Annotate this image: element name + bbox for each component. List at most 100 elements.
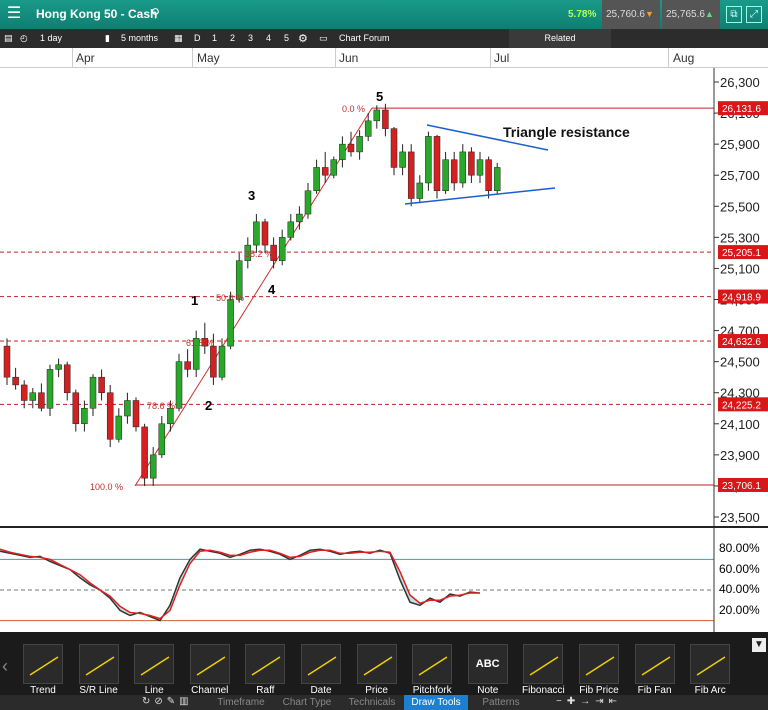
osc-label-80: 80.00% — [719, 541, 760, 555]
candle-body — [29, 392, 37, 401]
settings-small-icon[interactable]: ▤ — [4, 33, 13, 43]
change-percent: 5.78% — [568, 9, 597, 20]
level-tag-label: 26,131.6 — [722, 104, 761, 115]
candle-body — [390, 128, 398, 168]
candle-body — [459, 151, 467, 184]
menu-icon[interactable]: ☰ — [6, 5, 22, 22]
tab-technicals[interactable]: Technicals — [348, 697, 396, 708]
popout-icon[interactable]: ⧉ — [726, 6, 742, 23]
buy-price-button[interactable]: 25,765.6▲ — [662, 0, 720, 29]
zoom-controls[interactable]: −✚→⇥⇤ — [556, 696, 622, 707]
candle-body — [210, 345, 217, 378]
fib-arc-tool-button[interactable] — [690, 644, 731, 684]
osc-k-line — [0, 548, 481, 622]
instrument-title[interactable]: Hong Kong 50 - Cash — [36, 7, 158, 21]
note-tool-label: Note — [477, 685, 499, 696]
fib-label-50: 50.0 % — [216, 293, 244, 303]
candle-body — [175, 361, 183, 409]
collapse-icon[interactable]: ▼ — [752, 638, 766, 652]
candle-body — [46, 369, 54, 409]
candle-body — [38, 392, 45, 409]
chart-count-1[interactable]: 1 — [212, 33, 218, 43]
candle-body — [330, 159, 338, 176]
level-tag-label: 23,706.1 — [722, 481, 761, 492]
channel-icon — [196, 656, 226, 676]
sr-line-tool-label: S/R Line — [79, 685, 118, 696]
osc-fill — [0, 549, 480, 621]
clock-icon[interactable]: ◴ — [20, 33, 28, 43]
fib-fan-icon — [641, 656, 670, 676]
candle-body — [72, 392, 80, 425]
candle-body — [313, 167, 320, 191]
tab-timeframe[interactable]: Timeframe — [217, 697, 265, 708]
chart-toolbar: ▤ ◴ 1 day ▮ 5 months ▦ D 1 2 3 4 5 ⚙ ▭ C… — [0, 29, 768, 48]
range-icon[interactable]: ▮ — [105, 33, 110, 43]
interval-selector[interactable]: 1 day — [40, 33, 63, 43]
chat-icon[interactable]: ▭ — [319, 33, 328, 43]
tab-draw-tools[interactable]: Draw Tools — [404, 695, 468, 710]
candle-body — [132, 400, 140, 428]
pitchfork-tool-button[interactable] — [412, 644, 453, 684]
line-tool-button[interactable] — [134, 644, 175, 684]
related-tab[interactable]: Related — [509, 29, 611, 48]
fib-price-tool-button[interactable] — [579, 644, 619, 684]
wave-label-1: 1 — [191, 293, 198, 308]
chart-count-5[interactable]: 5 — [284, 33, 290, 43]
chart-forum-link[interactable]: Chart Forum — [339, 33, 390, 43]
tab-patterns[interactable]: Patterns — [482, 697, 520, 708]
chart-count-2[interactable]: 2 — [230, 33, 236, 43]
channel-tool-button[interactable] — [189, 644, 230, 684]
level-tag-label: 24,632.6 — [722, 337, 761, 348]
osc-d-line — [0, 548, 480, 620]
wave-label-3: 3 — [248, 188, 255, 203]
candle-body — [149, 454, 157, 479]
date-tool-button[interactable] — [301, 644, 341, 684]
candle-body — [3, 345, 11, 378]
sr-line-icon — [85, 656, 114, 676]
fibonacci-tool-label: Fibonacci — [521, 685, 565, 696]
price-tick-label: 23,500 — [720, 510, 760, 525]
candle-body — [141, 426, 148, 479]
date-tool-label: Date — [310, 685, 332, 696]
sr-line-tool-button[interactable] — [78, 644, 119, 684]
note-tool-button[interactable]: ABC — [467, 644, 508, 684]
price-tool-label: Price — [365, 685, 388, 696]
range-selector[interactable]: 5 months — [121, 33, 159, 43]
month-divider — [192, 48, 193, 68]
candle-body — [407, 151, 415, 199]
fib-fan-tool-button[interactable] — [634, 644, 675, 684]
raff-icon — [251, 656, 281, 676]
triangle-upper-line — [426, 124, 549, 151]
price-tool-button[interactable] — [356, 644, 397, 684]
price-chart[interactable]: Triangle resistance 1 2 3 4 5 0.0 % 38.2… — [0, 68, 768, 632]
search-icon[interactable]: ⚲ — [151, 6, 160, 20]
scroll-left-icon[interactable]: ‹ — [2, 656, 8, 676]
candle-body — [476, 159, 484, 176]
fib-label-382: 38.2 % — [245, 249, 273, 259]
level-tag — [718, 101, 768, 116]
date-icon — [307, 656, 337, 676]
level-tag — [718, 397, 768, 412]
gear-icon[interactable]: ⚙ — [298, 33, 308, 45]
trend-tool-button[interactable] — [23, 644, 63, 684]
fib-fan-tool-label: Fib Fan — [637, 685, 672, 696]
calendar-icon[interactable]: ▦ — [174, 33, 183, 43]
month-label: Jun — [339, 51, 359, 65]
channel-tool-label: Channel — [191, 685, 229, 696]
period-d[interactable]: D — [194, 33, 201, 43]
price-tick-label: 26,300 — [720, 75, 760, 90]
level-tag-label: 24,225.2 — [722, 400, 761, 411]
chart-count-3[interactable]: 3 — [248, 33, 254, 43]
sell-price-button[interactable]: 25,760.6▼ — [602, 0, 660, 29]
raff-tool-button[interactable] — [245, 644, 286, 684]
fibonacci-tool-button[interactable] — [523, 644, 564, 684]
price-tick-label: 25,100 — [720, 261, 760, 276]
candle-body — [442, 159, 449, 192]
chart-count-4[interactable]: 4 — [266, 33, 272, 43]
tab-chart-type[interactable]: Chart Type — [282, 697, 332, 708]
quick-icons[interactable]: ↻⊘✎▥ — [142, 696, 193, 707]
pitchfork-icon — [418, 656, 448, 676]
candle-body — [485, 159, 492, 192]
fib-arc-icon — [696, 656, 726, 676]
expand-icon[interactable]: ⤢ — [746, 6, 762, 23]
